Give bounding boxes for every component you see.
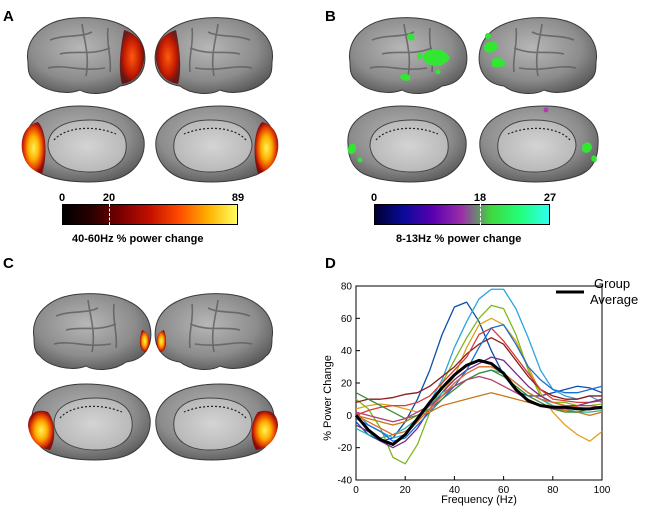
y-tick-label: 80 bbox=[341, 282, 353, 293]
x-axis-label: Frequency (Hz) bbox=[441, 494, 517, 506]
x-tick-label: 100 bbox=[594, 485, 611, 496]
series-subject bbox=[355, 392, 603, 426]
panel-label-d: D bbox=[325, 255, 336, 272]
y-tick-label: 0 bbox=[346, 411, 352, 422]
brain-b-right-medial bbox=[479, 105, 599, 183]
brain-a-right-lateral bbox=[154, 17, 274, 94]
y-axis-label: % Power Change bbox=[322, 355, 334, 441]
colorbar-a-title: 40-60Hz % power change bbox=[72, 233, 204, 245]
series-subject bbox=[355, 375, 603, 423]
series-subject bbox=[355, 369, 602, 420]
y-tick-label: -20 bbox=[338, 443, 353, 454]
x-tick-label: 80 bbox=[547, 485, 559, 496]
series-subject bbox=[355, 301, 603, 442]
series-subject bbox=[355, 324, 603, 442]
brain-b-left-medial bbox=[347, 105, 467, 183]
brain-b-right-lateral bbox=[478, 17, 598, 94]
colorbar-b-max: 27 bbox=[543, 192, 557, 204]
colorbar-b: 0 18 27 8-13Hz % power change bbox=[371, 192, 556, 248]
colorbar-b-threshold-marker bbox=[480, 204, 481, 225]
colorbar-b-title: 8-13Hz % power change bbox=[396, 233, 522, 245]
activation-blob bbox=[254, 122, 279, 174]
y-tick-label: 60 bbox=[341, 314, 353, 325]
x-tick-label: 20 bbox=[400, 485, 412, 496]
activation-blob bbox=[348, 143, 363, 163]
legend-label-group: Group bbox=[594, 276, 630, 291]
legend-label-average: Average bbox=[590, 292, 638, 307]
chart-axes: 0 20 40 60 80 100 -40 -20 0 20 40 60 80 bbox=[338, 282, 611, 497]
x-tick-label: 0 bbox=[353, 485, 359, 496]
colorbar-a-threshold: 20 bbox=[102, 192, 116, 204]
x-tick-label: 60 bbox=[498, 485, 510, 496]
panel-label-c: C bbox=[3, 255, 14, 272]
series-subject bbox=[355, 304, 603, 465]
brain-b-left-lateral bbox=[348, 17, 468, 94]
y-tick-label: 20 bbox=[341, 379, 353, 390]
colorbar-a-threshold-marker bbox=[109, 204, 110, 225]
series-subject bbox=[355, 366, 602, 436]
activation-blob bbox=[139, 330, 150, 352]
brain-a-left-lateral bbox=[26, 17, 146, 94]
series-subject bbox=[355, 327, 603, 416]
activation-blob bbox=[21, 122, 46, 174]
series-subject bbox=[355, 288, 603, 439]
activation-blob bbox=[400, 33, 450, 81]
brain-c-right-lateral bbox=[154, 293, 274, 370]
colorbar-b-min: 0 bbox=[370, 192, 378, 204]
y-tick-label: -40 bbox=[338, 476, 353, 487]
colorbar-b-gradient bbox=[374, 204, 550, 225]
activation-blob bbox=[543, 107, 597, 162]
brain-c-right-medial bbox=[155, 383, 278, 461]
brain-a-left-medial bbox=[21, 105, 145, 183]
activation-blob bbox=[484, 33, 506, 68]
brain-c-left-medial bbox=[28, 383, 151, 461]
y-tick-label: 40 bbox=[341, 346, 353, 357]
activation-blob bbox=[28, 410, 55, 450]
x-tick-label: 40 bbox=[449, 485, 461, 496]
brain-a-right-medial bbox=[155, 105, 279, 183]
activation-blob bbox=[119, 30, 145, 84]
series-subject bbox=[355, 337, 602, 404]
series-group-average bbox=[354, 358, 603, 446]
activation-blob bbox=[156, 330, 167, 352]
activation-blob bbox=[251, 410, 278, 450]
panel-label-b: B bbox=[325, 8, 336, 25]
panel-label-a: A bbox=[3, 8, 14, 25]
colorbar-a-gradient bbox=[62, 204, 238, 225]
series-subject bbox=[355, 369, 603, 439]
colorbar-a-min: 0 bbox=[58, 192, 66, 204]
activation-blob bbox=[155, 30, 181, 84]
power-change-chart: 0 20 40 60 80 100 -40 -20 0 20 40 60 80 Group Averag… bbox=[322, 276, 638, 506]
colorbar-a: 0 20 89 40-60Hz % power change bbox=[59, 192, 244, 248]
chart-legend: Group Average bbox=[556, 276, 638, 307]
colorbar-a-max: 89 bbox=[231, 192, 245, 204]
colorbar-b-threshold: 18 bbox=[473, 192, 487, 204]
brain-c-left-lateral bbox=[32, 293, 152, 370]
plot-frame bbox=[355, 285, 603, 481]
series-subject bbox=[355, 317, 603, 442]
chart-series bbox=[354, 288, 603, 465]
